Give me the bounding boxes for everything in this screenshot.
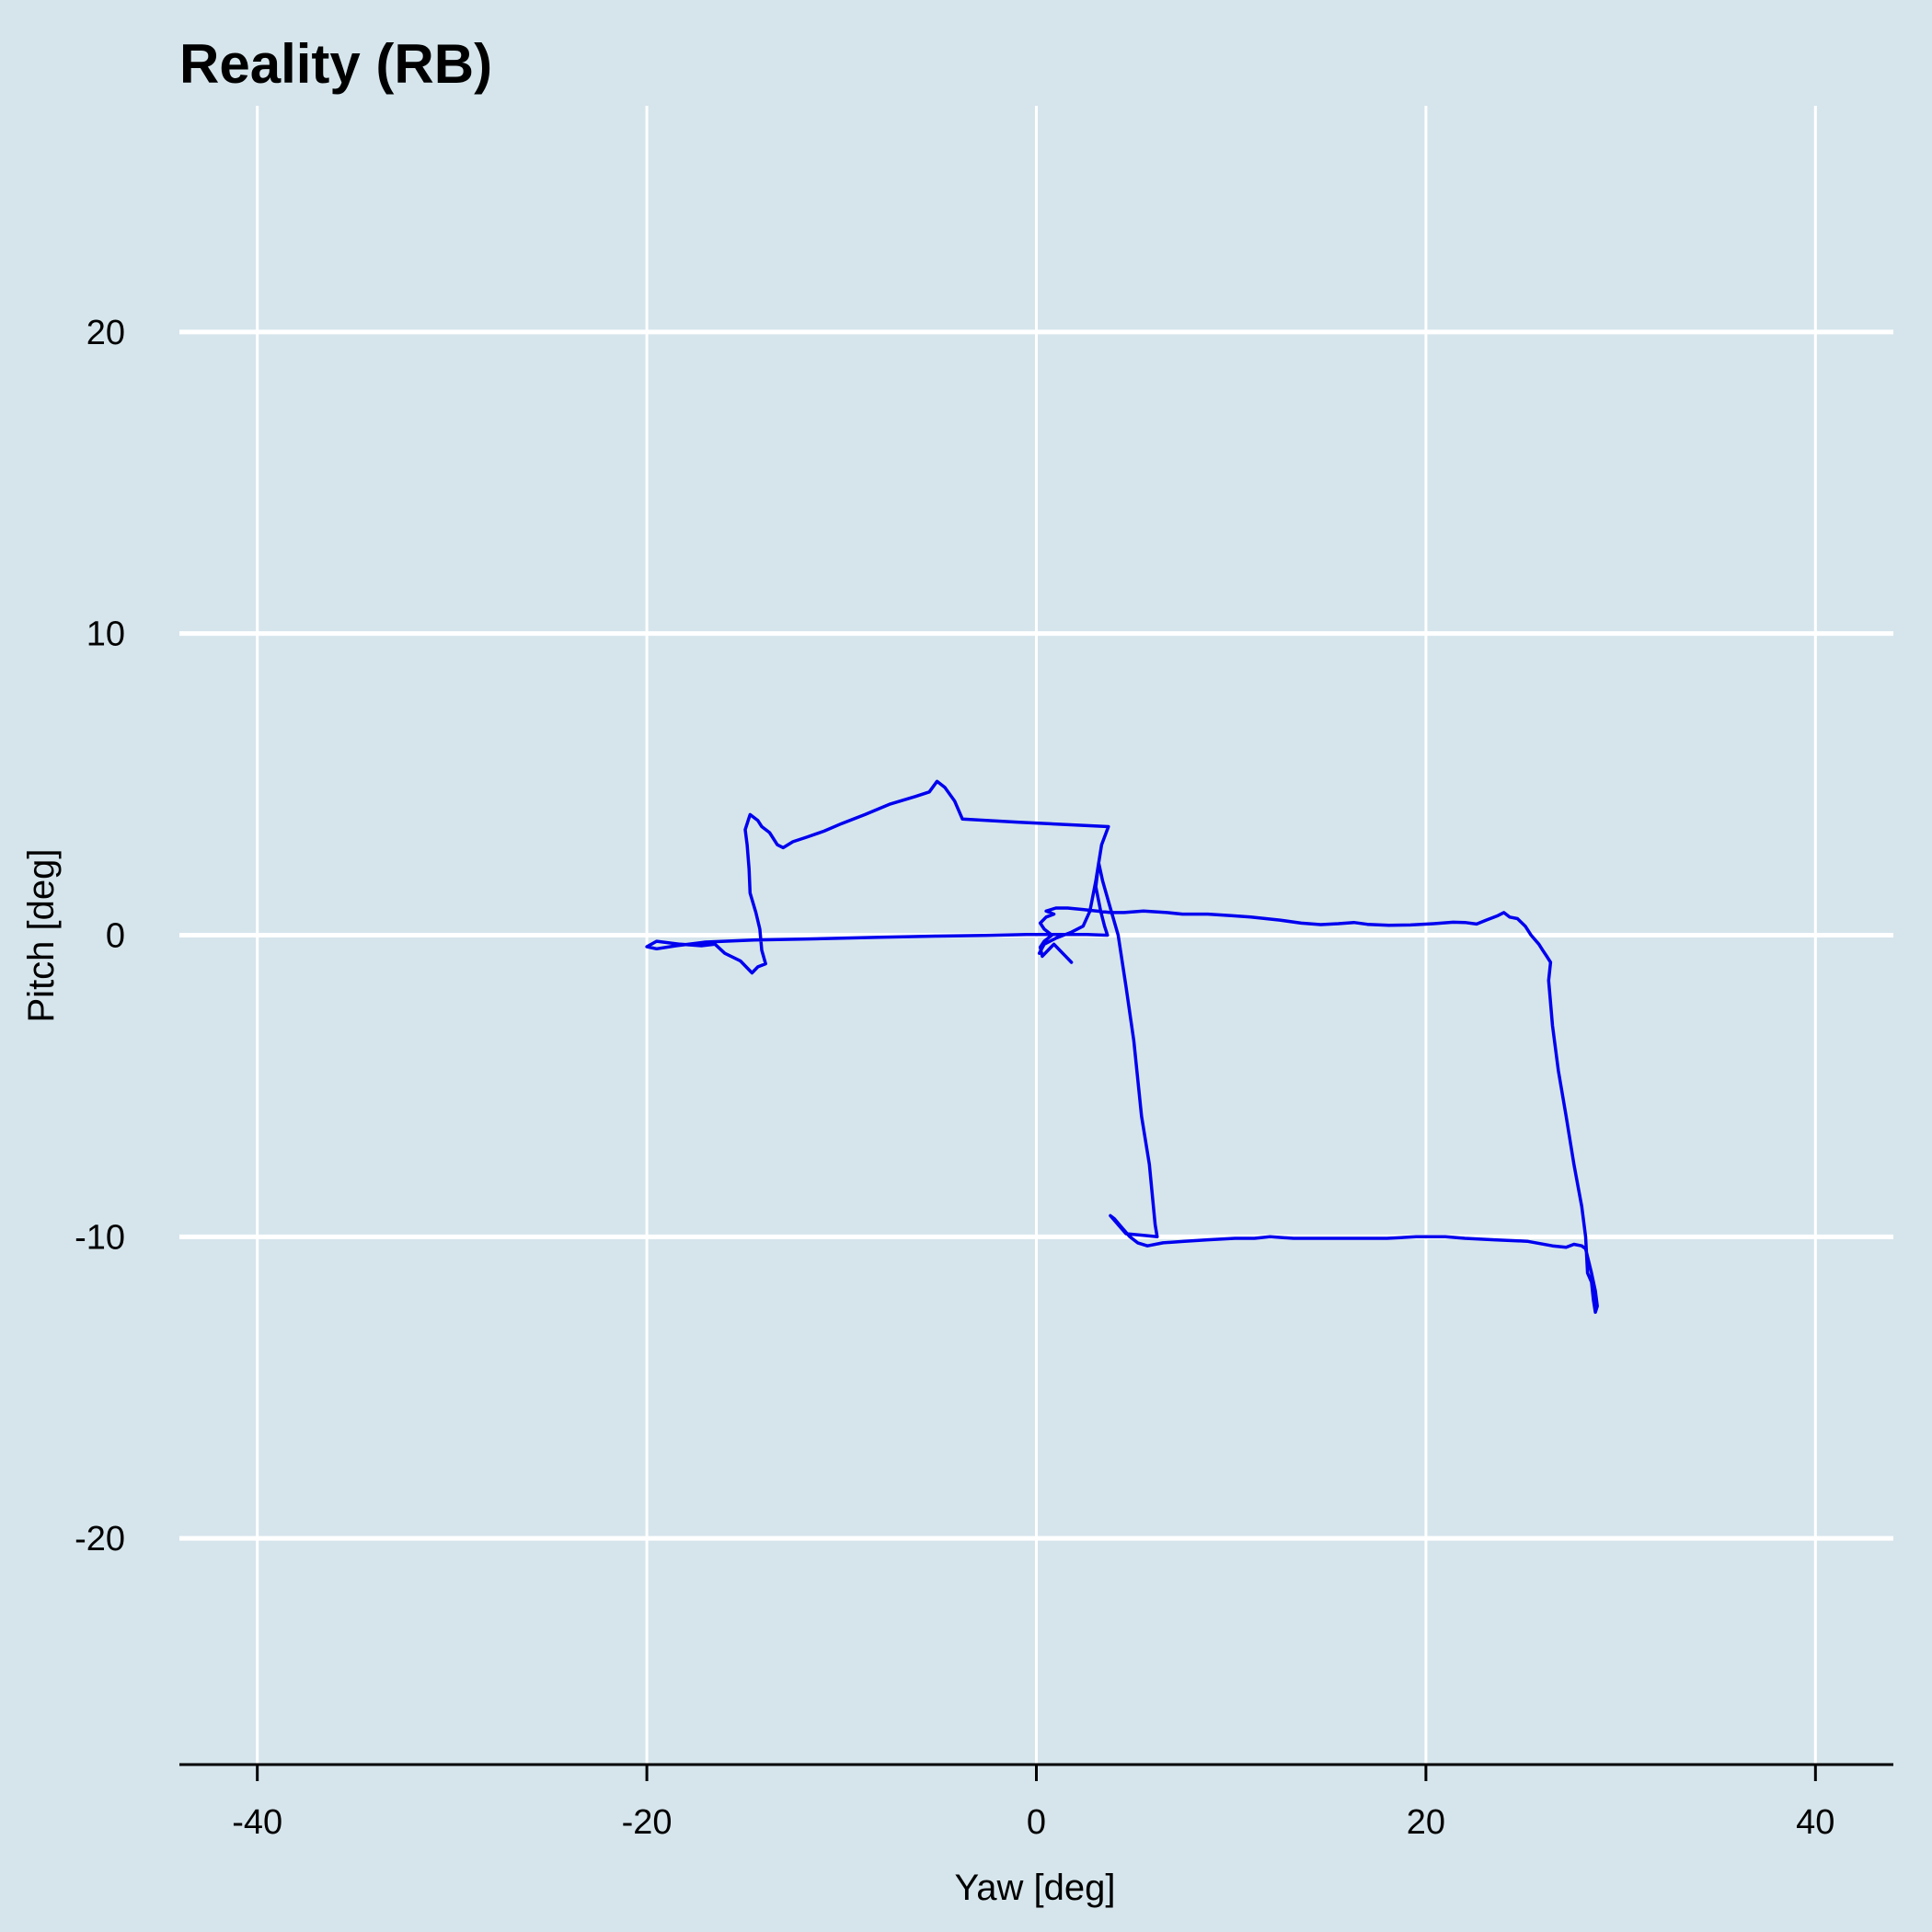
x-axis-label: Yaw [deg]	[955, 1868, 1116, 1908]
y-tick-label: -20	[75, 1520, 125, 1558]
y-tick-label: -10	[75, 1218, 125, 1257]
y-tick-label: 0	[106, 917, 125, 956]
x-tick-label: -40	[232, 1803, 282, 1842]
x-tick-label: 0	[1027, 1803, 1046, 1842]
chart-title: Reality (RB)	[179, 33, 492, 95]
x-tick-label: 40	[1796, 1803, 1834, 1842]
x-tick-label: -20	[622, 1803, 673, 1842]
y-axis-label: Pitch [deg]	[21, 848, 62, 1022]
trajectory-series	[645, 779, 1599, 1315]
y-axis-ticks: 20 10 0 -10 -20	[75, 314, 125, 1558]
x-tick-label: 20	[1407, 1803, 1445, 1842]
trajectory-line	[645, 779, 1599, 1315]
x-axis-ticks: -40 -20 0 20 40	[232, 1765, 1834, 1842]
y-tick-label: 20	[86, 314, 125, 352]
grid	[179, 106, 1893, 1765]
y-tick-label: 10	[86, 615, 125, 654]
